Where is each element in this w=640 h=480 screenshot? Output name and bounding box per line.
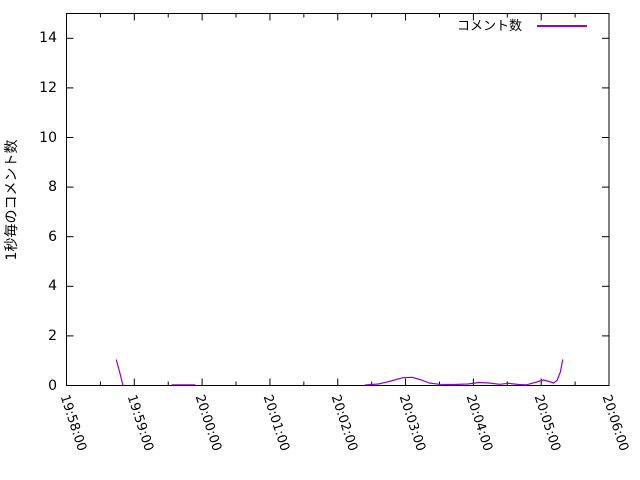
y-tick-label: 8 — [48, 179, 57, 196]
y-tick-label: 4 — [48, 278, 57, 295]
y-axis-title: 1秒毎のコメント数 — [4, 139, 20, 261]
y-tick-label: 2 — [48, 327, 57, 344]
legend-series-label: コメント数 — [456, 19, 522, 34]
plot-border — [66, 13, 610, 386]
y-tick-label: 14 — [39, 30, 57, 47]
series-line — [364, 359, 564, 386]
y-tick-label: 6 — [48, 228, 57, 245]
legend-entry: コメント数 — [457, 15, 522, 34]
y-tick-label: 0 — [48, 377, 57, 394]
y-tick-label: 12 — [39, 79, 57, 96]
y-tick-label: 10 — [39, 129, 57, 146]
series-line — [115, 359, 124, 386]
